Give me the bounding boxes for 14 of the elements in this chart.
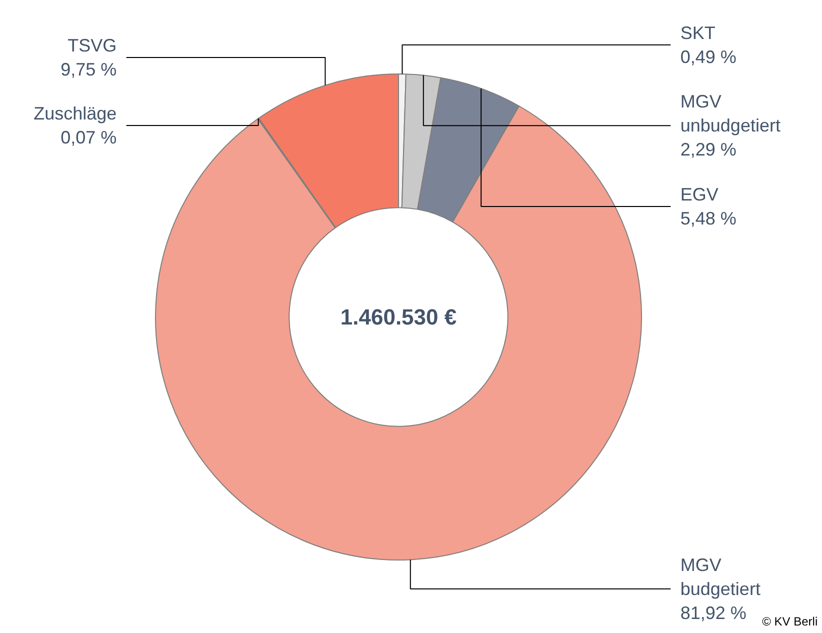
slice-label: Zuschläge [34, 104, 117, 124]
text: © KV Berli [762, 614, 818, 629]
data-label: 0,07 % [60, 128, 117, 148]
slice-label: EGV [680, 184, 718, 204]
data-label: 9,75 % [60, 60, 117, 80]
text: 1.460.530 € [340, 304, 457, 330]
data-label: 81,92 % [680, 602, 746, 623]
slice-label: SKT [680, 22, 716, 43]
slice-label: MGV budgetiert [680, 554, 760, 599]
slice-label: TSVG [68, 36, 117, 56]
data-label: 5,48 % [680, 208, 736, 228]
data-label: 2,29 % [680, 140, 736, 160]
data-label: 0,49 % [680, 46, 736, 67]
slice-label: MGV unbudgetiert [680, 92, 780, 136]
